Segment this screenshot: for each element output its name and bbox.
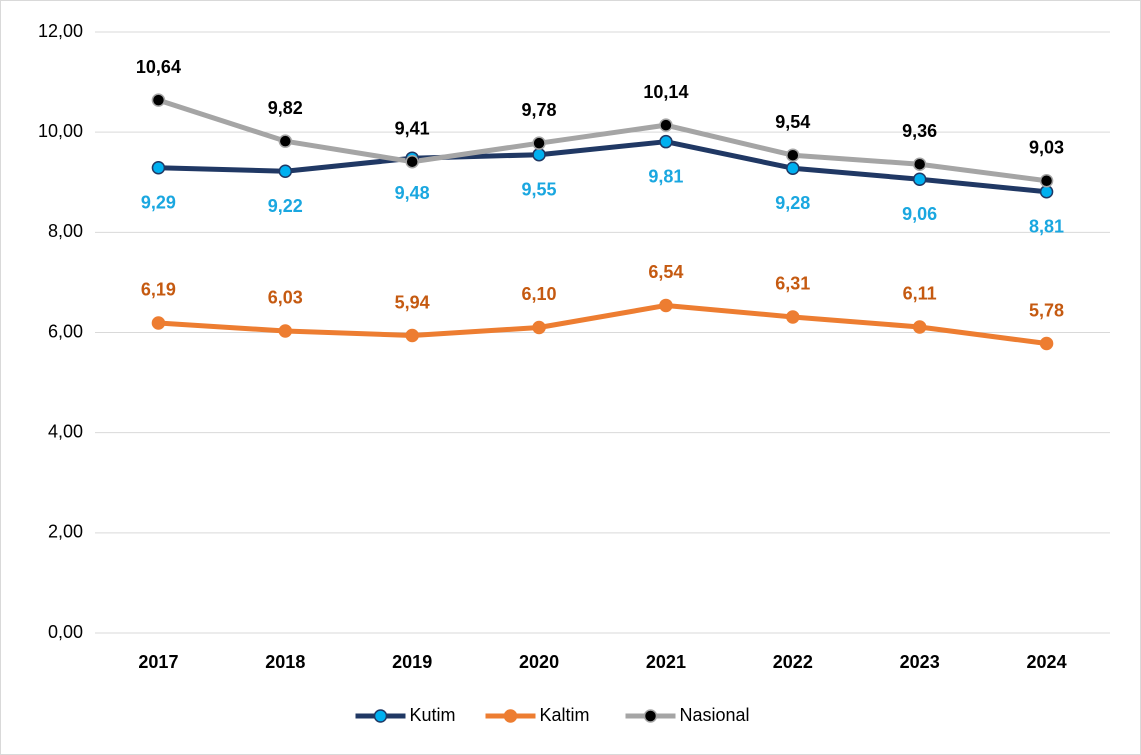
x-tick-label: 2021 <box>646 652 686 672</box>
marker <box>278 134 293 148</box>
y-tick-label: 6,00 <box>48 321 83 341</box>
data-label: 6,11 <box>903 284 937 304</box>
legend-marker <box>503 709 518 723</box>
marker <box>786 161 800 175</box>
data-label: 5,94 <box>395 292 430 312</box>
data-label: 9,28 <box>775 193 810 213</box>
marker <box>1039 185 1054 199</box>
marker <box>151 93 166 107</box>
data-label: 6,31 <box>775 274 810 294</box>
y-tick-label: 0,00 <box>48 622 83 642</box>
marker <box>1039 336 1054 351</box>
marker <box>912 157 927 171</box>
data-label: 6,54 <box>648 262 683 282</box>
data-label: 8,81 <box>1029 217 1064 237</box>
marker <box>659 298 673 313</box>
data-label: 10,64 <box>136 57 181 77</box>
marker <box>532 136 546 150</box>
marker <box>532 320 546 335</box>
marker <box>278 324 293 338</box>
legend-marker <box>373 709 388 723</box>
marker <box>912 320 927 334</box>
x-tick-label: 2022 <box>773 652 813 672</box>
marker <box>405 154 419 169</box>
data-label: 6,03 <box>268 288 303 308</box>
series-line <box>158 302 1047 346</box>
data-label: 9,48 <box>395 183 430 203</box>
y-tick-label: 10,00 <box>38 121 83 141</box>
legend-label: Nasional <box>680 705 750 725</box>
data-label: 5,78 <box>1029 300 1064 320</box>
data-label: 6,10 <box>522 284 557 304</box>
series-line <box>158 139 1047 195</box>
marker <box>278 164 293 178</box>
x-tick-label: 2023 <box>900 652 940 672</box>
data-label: 9,36 <box>902 121 937 141</box>
series-line <box>157 97 1047 184</box>
data-label: 10,14 <box>643 82 688 102</box>
data-label: 9,29 <box>141 192 176 212</box>
y-tick-label: 8,00 <box>48 221 83 241</box>
data-label: 9,03 <box>1029 137 1064 157</box>
y-tick-label: 2,00 <box>48 522 83 542</box>
marker <box>1039 173 1054 188</box>
marker <box>532 147 546 162</box>
data-label: 9,41 <box>395 118 430 138</box>
y-tick-label: 12,00 <box>38 21 83 41</box>
marker <box>151 160 166 175</box>
x-tick-label: 2020 <box>519 652 559 672</box>
data-label: 9,22 <box>268 196 303 216</box>
marker <box>151 316 166 330</box>
marker <box>912 172 927 186</box>
legend-label: Kutim <box>410 705 456 725</box>
marker <box>659 134 673 149</box>
marker <box>786 148 800 162</box>
data-label: 9,55 <box>522 179 557 199</box>
data-label: 9,81 <box>648 166 683 186</box>
data-label: 6,19 <box>141 280 176 300</box>
x-tick-label: 2017 <box>138 652 178 672</box>
x-tick-label: 2024 <box>1027 652 1067 672</box>
data-label: 9,78 <box>522 100 557 120</box>
legend-marker <box>643 709 658 723</box>
legend-label: Kaltim <box>540 705 590 725</box>
data-label: 9,54 <box>775 112 810 132</box>
x-tick-label: 2019 <box>392 652 432 672</box>
x-tick-label: 2018 <box>265 652 305 672</box>
data-label: 9,82 <box>268 98 303 118</box>
marker <box>405 328 419 343</box>
y-tick-label: 4,00 <box>48 421 83 441</box>
marker <box>659 118 673 132</box>
marker <box>786 310 800 324</box>
data-label: 9,06 <box>902 204 937 224</box>
